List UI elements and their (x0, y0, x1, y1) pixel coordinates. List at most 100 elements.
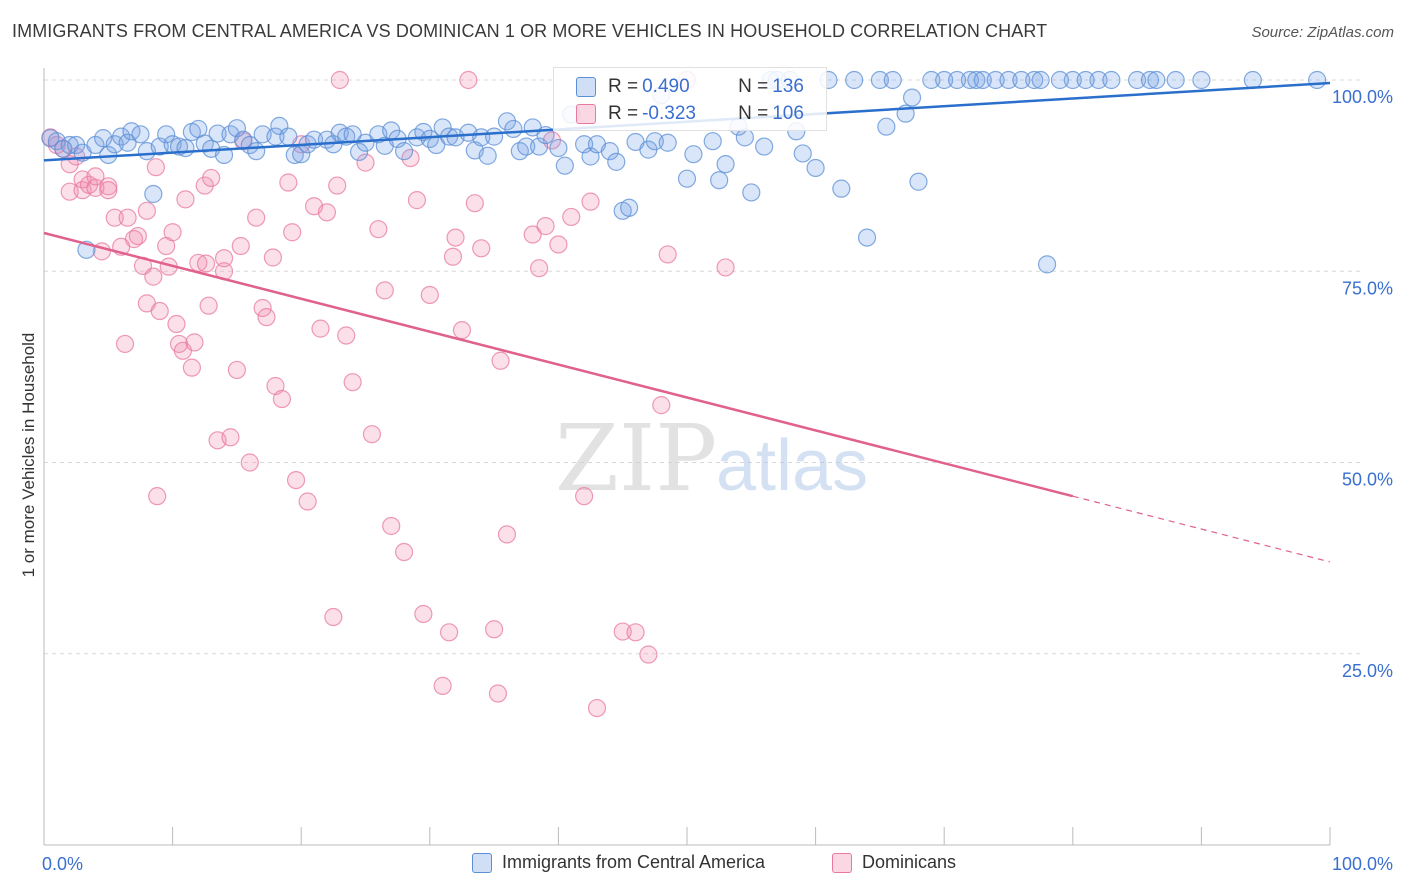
data-point (105, 208, 124, 227)
data-point (231, 236, 250, 256)
stats-swatch-blue (576, 77, 596, 97)
legend-item-central-america[interactable]: Immigrants from Central America (472, 852, 765, 873)
data-point (1102, 70, 1121, 90)
data-point (118, 133, 137, 152)
data-point (349, 142, 369, 162)
axes (43, 68, 1331, 846)
data-point (703, 132, 722, 151)
data-point (247, 142, 266, 161)
data-point (163, 223, 182, 242)
data-point (146, 158, 165, 177)
data-point (394, 142, 414, 161)
data-point (330, 70, 349, 90)
data-point (485, 127, 504, 146)
data-point (324, 607, 343, 627)
data-point (504, 119, 523, 139)
data-point (240, 453, 259, 472)
data-point (298, 492, 317, 511)
data-point (620, 198, 639, 217)
data-point (491, 351, 510, 370)
data-point (202, 168, 221, 188)
data-point (452, 321, 472, 340)
data-point (208, 124, 227, 143)
data-point (935, 70, 954, 90)
data-point (157, 125, 176, 144)
data-point (401, 148, 420, 168)
data-point (375, 281, 394, 300)
data-point (677, 169, 697, 188)
data-point (549, 138, 568, 158)
data-point (639, 645, 658, 664)
data-point (555, 156, 574, 175)
data-point (99, 181, 118, 200)
data-point (311, 319, 330, 338)
data-point (86, 135, 105, 155)
data-point (902, 88, 922, 107)
data-point (99, 177, 118, 196)
data-point (394, 542, 414, 562)
legend-item-dominicans[interactable]: Dominicans (832, 852, 956, 873)
data-point (433, 676, 452, 695)
data-point (196, 254, 216, 273)
data-point (465, 194, 484, 213)
data-point (626, 623, 645, 642)
legend-swatch-blue (472, 852, 492, 873)
stats-swatch-pink (576, 104, 596, 124)
y-tick-label: 50.0% (1342, 470, 1393, 490)
data-point (909, 172, 928, 191)
data-point (999, 70, 1018, 90)
r-value: -0.323 (642, 103, 696, 124)
data-point (735, 128, 754, 147)
y-axis-label: 1 or more Vehicles in Household (19, 333, 38, 578)
data-point (684, 145, 703, 164)
data-point (94, 129, 113, 148)
data-point (613, 622, 632, 641)
chart-title: IMMIGRANTS FROM CENTRAL AMERICA VS DOMIN… (12, 21, 1048, 41)
data-point (488, 684, 508, 703)
x-tick-label: 100.0% (1332, 854, 1393, 874)
trend-line-extension (1072, 495, 1331, 563)
data-point (517, 137, 536, 156)
data-point (439, 623, 459, 642)
trend-line (43, 231, 1074, 498)
data-point (1192, 70, 1211, 90)
data-point (1166, 70, 1185, 90)
data-point (214, 249, 234, 268)
data-point (600, 142, 619, 161)
dominicans-points (41, 70, 735, 718)
data-point (607, 152, 626, 171)
data-point (128, 226, 147, 246)
r-label: R = (608, 76, 639, 97)
y-tick-label: 100.0% (1332, 87, 1393, 107)
data-point (420, 285, 439, 305)
data-point (967, 70, 986, 90)
data-point (199, 296, 218, 315)
watermark-zip: ZIP (555, 405, 717, 512)
data-point (1012, 70, 1031, 90)
data-point (497, 525, 517, 544)
data-point (279, 173, 298, 192)
data-point (1037, 255, 1057, 274)
data-point (845, 70, 864, 90)
data-point (581, 192, 600, 211)
data-point (478, 146, 497, 165)
data-point (1243, 70, 1262, 90)
data-point (283, 223, 302, 242)
data-point (286, 470, 306, 490)
y-tick-label: 75.0% (1342, 278, 1393, 298)
watermark: ZIP atlas (555, 405, 868, 512)
data-point (806, 158, 825, 178)
data-point (1127, 70, 1147, 90)
data-point (575, 487, 594, 506)
data-point (317, 203, 337, 222)
data-point (877, 117, 896, 136)
data-point (185, 333, 204, 352)
data-point (443, 247, 463, 266)
data-point (144, 184, 163, 204)
data-point (176, 190, 195, 209)
data-point (947, 70, 967, 90)
data-point (362, 425, 382, 444)
n-value: 106 (772, 103, 804, 124)
data-point (343, 373, 362, 392)
